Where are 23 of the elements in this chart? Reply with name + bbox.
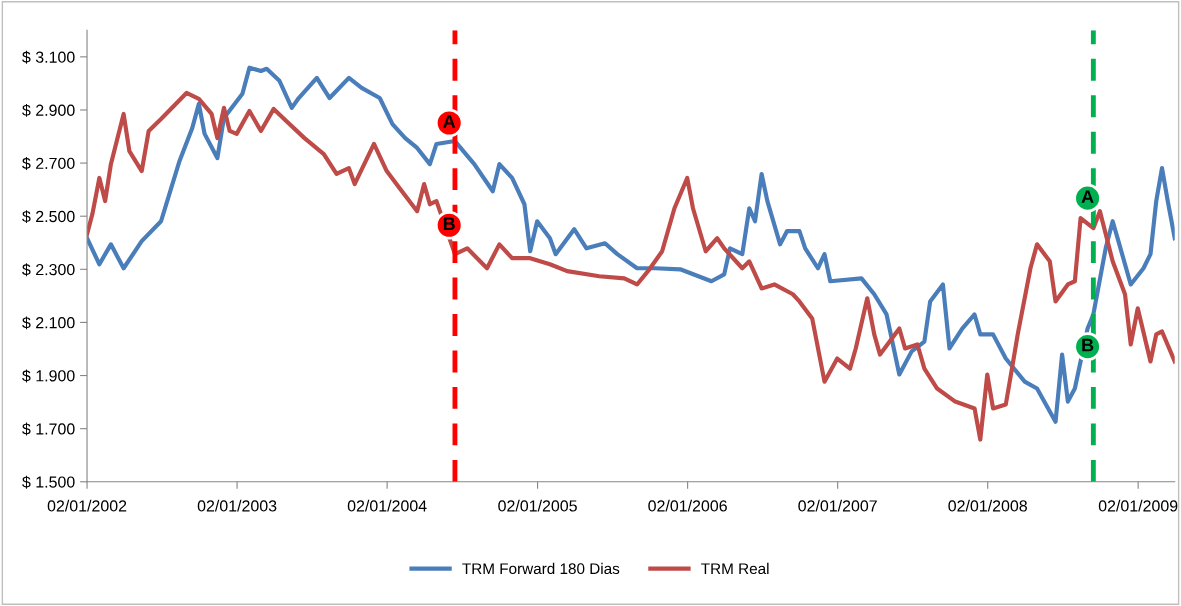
x-tick-label: 02/01/2005	[498, 499, 577, 512]
annotation: A	[1081, 190, 1094, 203]
y-tick-label: $ 2.500	[22, 210, 75, 224]
y-tick-label: $ 2.900	[22, 103, 75, 117]
x-tick-label: 02/01/2007	[798, 499, 877, 512]
legend-label: TRM Real	[701, 562, 769, 575]
legend-label: TRM Forward 180 Dias	[462, 562, 620, 575]
x-tick-label: 02/01/2008	[948, 499, 1027, 512]
y-tick-label: $ 1.500	[22, 475, 75, 489]
x-tick-label: 02/01/2004	[347, 499, 427, 512]
y-tick-label: $ 3.100	[22, 50, 75, 64]
y-tick-label: $ 2.700	[22, 157, 75, 170]
y-tick-label: $ 1.700	[22, 422, 75, 436]
y-tick-label: $ 2.300	[22, 263, 75, 277]
x-tick-label: 02/01/2003	[197, 499, 277, 512]
x-tick-label: 02/01/2002	[47, 499, 127, 512]
x-tick-label: 02/01/2009	[1098, 499, 1178, 512]
y-tick-label: $ 1.900	[22, 369, 75, 383]
annotation: A	[443, 115, 456, 128]
x-tick-label: 02/01/2006	[648, 499, 727, 512]
y-tick-label: $ 2.100	[22, 316, 75, 330]
annotation: B	[443, 217, 455, 230]
annotation: B	[1082, 338, 1094, 352]
